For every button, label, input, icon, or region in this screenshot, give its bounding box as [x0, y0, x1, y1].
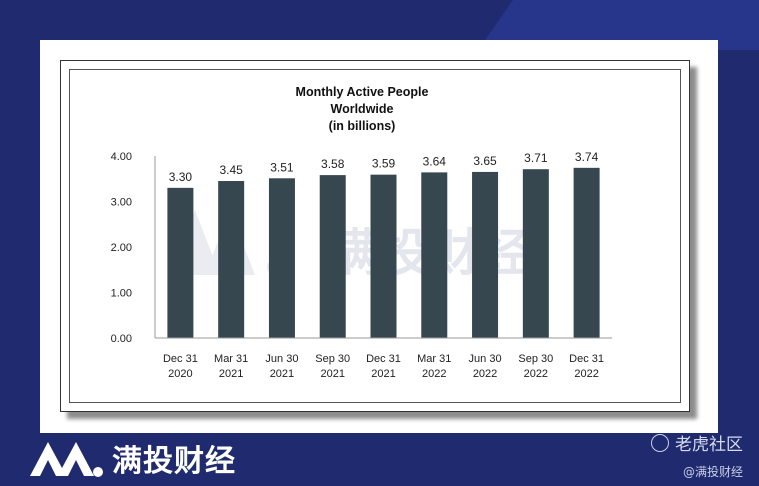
x-tick-label: Mar 31: [214, 353, 248, 365]
chart-title-line: Monthly Active People: [296, 85, 429, 99]
brand-logo: 满投财经: [28, 436, 236, 480]
chart-title-line: Worldwide: [331, 102, 394, 116]
data-label: 3.74: [575, 150, 599, 164]
forum-logo-icon: [651, 434, 669, 452]
x-tick-label: 2022: [473, 368, 497, 380]
y-tick-label: 0.00: [111, 333, 132, 345]
data-label: 3.51: [270, 160, 294, 174]
bar: [319, 175, 346, 338]
author-handle: @满投财经: [682, 465, 743, 479]
x-tick-label: Jun 30: [469, 353, 502, 365]
data-label: 3.45: [219, 163, 243, 177]
brand-name: 满投财经: [112, 444, 236, 479]
x-axis: Dec 31 2020 Mar 31 2021 Jun 30 2021 Sep 30 2021…: [155, 337, 612, 380]
bar: [268, 178, 295, 338]
x-tick-label: 2021: [270, 368, 294, 380]
x-tick-label: Sep 30: [315, 353, 350, 365]
y-tick-label: 1.00: [111, 288, 132, 300]
x-tick-label: 2021: [320, 368, 344, 380]
bar: [370, 174, 397, 338]
y-axis: 0.00 1.00 2.00 3.00 4.00: [111, 151, 156, 345]
y-tick-label: 2.00: [111, 242, 132, 254]
x-tick-label: Dec 31: [366, 353, 401, 365]
x-tick-label: 2021: [219, 368, 243, 380]
x-tick-label: 2020: [168, 368, 192, 380]
x-tick-label: 2021: [371, 368, 395, 380]
bar: [472, 171, 499, 338]
chart-title: Monthly Active People Worldwide (in billio…: [296, 85, 429, 133]
bars: [167, 167, 600, 338]
bar: [421, 172, 448, 338]
forum-name: 老虎社区: [675, 435, 743, 455]
bar: [167, 187, 194, 338]
chart-title-line: (in billions): [329, 119, 396, 133]
y-tick-label: 4.00: [111, 151, 132, 163]
data-label: 3.65: [473, 154, 497, 168]
x-tick-label: 2022: [574, 368, 598, 380]
x-tick-label: Dec 31: [163, 353, 198, 365]
bar: [573, 167, 600, 338]
data-label: 3.64: [423, 154, 447, 168]
data-label: 3.71: [524, 151, 548, 165]
bar: [218, 181, 245, 338]
x-tick-label: Mar 31: [417, 353, 451, 365]
data-label: 3.30: [169, 170, 193, 184]
x-tick-label: Sep 30: [518, 353, 553, 365]
data-labels: 3.30 3.45 3.51 3.58 3.59 3.64 3.65 3.71 3.74: [169, 150, 599, 184]
x-tick-label: 2022: [524, 368, 548, 380]
y-tick-label: 3.00: [111, 197, 132, 209]
bar: [522, 169, 549, 338]
x-tick-label: 2022: [422, 368, 446, 380]
forum-watermark: 老虎社区 @满投财经: [651, 430, 743, 480]
logo-mark-icon: [30, 442, 103, 477]
x-tick-label: Jun 30: [265, 353, 298, 365]
x-tick-label: Dec 31: [569, 353, 604, 365]
data-label: 3.58: [321, 157, 345, 171]
data-label: 3.59: [372, 157, 396, 171]
